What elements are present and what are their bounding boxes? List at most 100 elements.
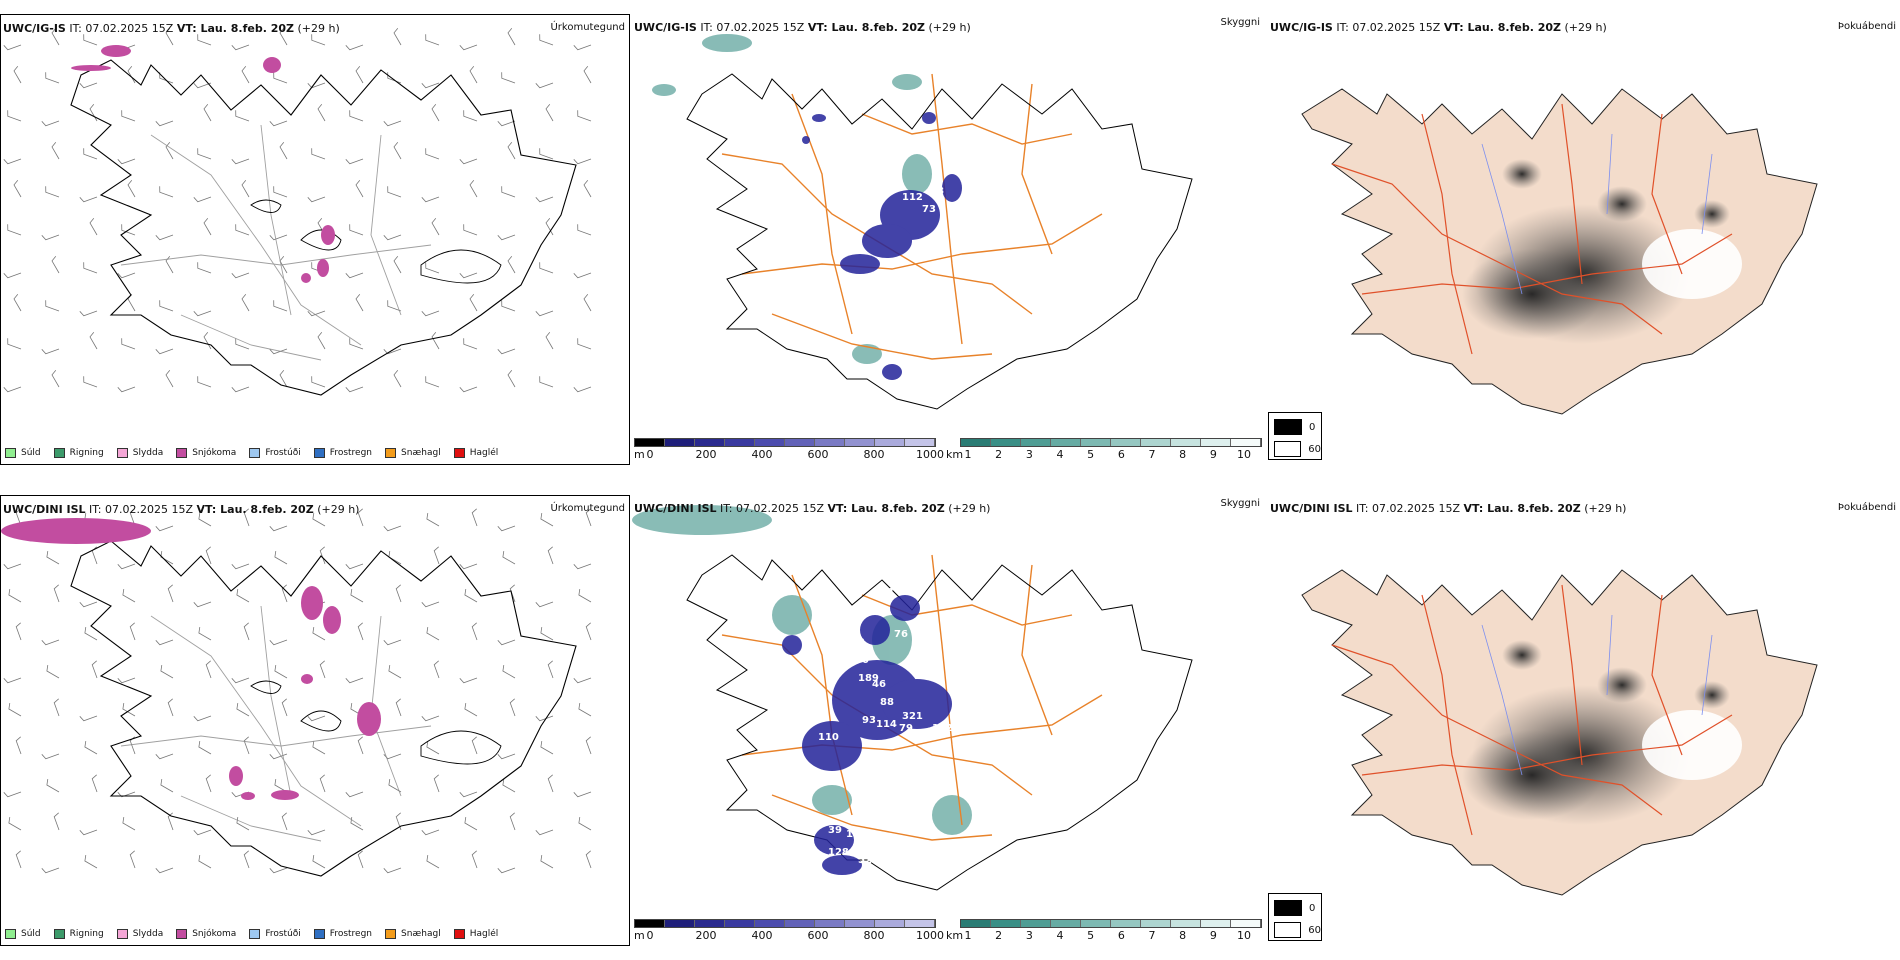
valid-time: VT: Lau. 8.feb. 20Z (1443, 21, 1561, 34)
wind-barb (502, 665, 516, 679)
wind-barb (193, 715, 212, 722)
wind-barb (459, 272, 478, 279)
wind-barb (243, 850, 250, 869)
wind-barb (155, 753, 174, 760)
visibility-panel: 112 68 73 UWC/IG-IS IT: 07.02.2025 15Z VT:… (632, 14, 1262, 465)
m-colorbar-ticks: m 0 200 400 600 800 1000 (634, 448, 944, 462)
wind-barb (307, 310, 326, 317)
lead-time: (+29 h) (297, 22, 340, 35)
wind-barb (281, 698, 288, 717)
wind-barb (167, 584, 174, 603)
wind-barb (117, 158, 136, 165)
km-tick-label: 9 (1209, 448, 1217, 461)
wind-barb (312, 741, 326, 755)
wind-barb (121, 224, 136, 236)
wind-barb (573, 44, 592, 51)
issue-time: IT: 07.02.2025 15Z (700, 21, 805, 34)
wind-barb (41, 753, 60, 760)
precip-panel-title: UWC/DINI ISL IT: 07.02.2025 15Z VT: Lau.… (3, 503, 359, 516)
wind-barb (307, 829, 326, 836)
legend-swatch (385, 929, 397, 939)
wind-barb (79, 310, 98, 317)
wind-barb (165, 27, 174, 46)
wind-barb (317, 331, 326, 350)
wind-barb (197, 34, 212, 46)
wind-barb (535, 829, 554, 836)
wind-barb (129, 850, 136, 869)
snow-area (241, 792, 255, 800)
model-name: UWC/IG-IS (1270, 21, 1333, 34)
low-visibility-area (840, 254, 880, 274)
wind-barb (3, 791, 22, 798)
visibility-panel-title: UWC/DINI ISL IT: 07.02.2025 15Z VT: Lau.… (634, 502, 990, 515)
wind-barb (45, 186, 60, 198)
wind-barb (547, 546, 554, 565)
wind-barb (41, 639, 60, 646)
wind-barb (41, 120, 60, 127)
wind-barb (585, 850, 592, 869)
wind-barb (393, 27, 402, 46)
wind-barb (53, 698, 60, 717)
wind-barb (459, 158, 478, 165)
wind-barb (235, 338, 250, 350)
km-tick-label: 6 (1117, 929, 1125, 942)
wind-barb (269, 348, 288, 355)
m-tick-label: 800 (863, 448, 885, 461)
wind-barb (497, 639, 516, 646)
km-colorbar-cells (960, 919, 1262, 928)
wind-barb (345, 44, 364, 51)
wind-barb (79, 829, 98, 836)
wind-barb (45, 72, 60, 84)
precip-type-legend: Súld Rigning Slydda Snjókoma Frostúði Frostre… (5, 929, 511, 939)
fog-roads (1331, 584, 1733, 836)
model-name: UWC/DINI ISL (634, 502, 717, 515)
visibility-value: 73 (922, 204, 936, 215)
wind-barb (357, 850, 364, 869)
wind-barb (459, 677, 478, 684)
wind-barb (421, 715, 440, 722)
wind-barbs (3, 27, 592, 393)
wind-barb (319, 660, 326, 679)
wind-barb (383, 348, 402, 355)
wind-barbs (3, 508, 592, 874)
wind-barb (535, 82, 554, 89)
legend-item: Snæhagl (385, 448, 441, 458)
wind-barb (573, 272, 592, 279)
wind-barb (583, 293, 592, 312)
wind-barb (274, 665, 288, 679)
km-visibility-area (892, 74, 922, 90)
km-tick-label: 10 (1237, 448, 1251, 461)
wind-barb (388, 665, 402, 679)
visibility-value: 39 (828, 825, 842, 836)
wind-barb (355, 65, 364, 84)
km-unit-label: km (946, 929, 964, 942)
wind-barb (3, 44, 22, 51)
wind-barb (585, 622, 592, 641)
wind-barb (159, 300, 174, 312)
wind-barb (8, 817, 22, 831)
wind-barb (279, 27, 288, 46)
legend-swatch (53, 929, 65, 939)
fog-legend-swatch-light (1274, 922, 1302, 938)
wind-barb (203, 103, 212, 122)
low-visibility-area (822, 855, 862, 875)
wind-barb (471, 736, 478, 755)
wind-barb (236, 817, 250, 831)
valid-time: VT: Lau. 8.feb. 20Z (827, 502, 945, 515)
m-tick-label: 200 (695, 448, 717, 461)
m-tick-label: 0 (646, 929, 654, 942)
wind-barb (540, 627, 554, 641)
wind-barb (165, 141, 174, 160)
km-visibility-area (632, 505, 772, 535)
snow-areas (1, 518, 381, 800)
snow-area (71, 65, 111, 71)
iceland-coastline (70, 540, 577, 877)
wind-barb (51, 255, 60, 274)
wind-barb (433, 660, 440, 679)
wind-barb (311, 376, 326, 388)
wind-barb (312, 513, 326, 527)
visibility-value: 88 (880, 697, 894, 708)
wind-barb (459, 386, 478, 393)
wind-barb (3, 677, 22, 684)
snow-area (321, 225, 335, 245)
